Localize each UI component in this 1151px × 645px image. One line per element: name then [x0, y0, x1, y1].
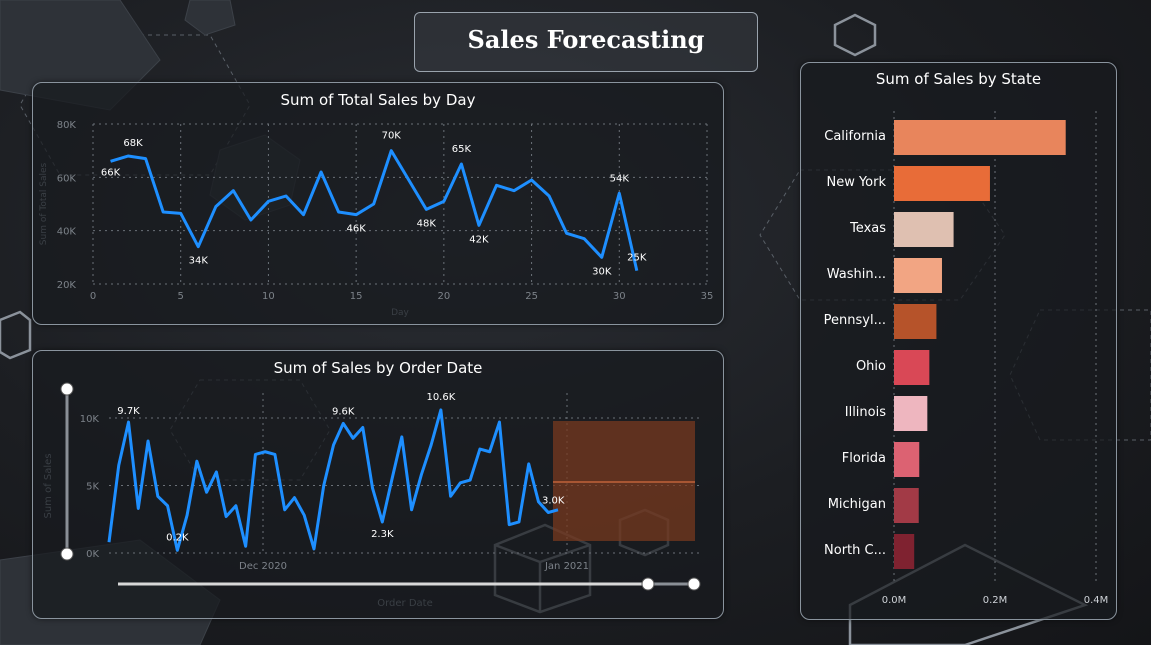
daily-data-label: 48K [417, 218, 437, 229]
order-data-label: 3.0K [542, 496, 565, 507]
daily-data-label: 42K [469, 234, 489, 245]
order-y-tick: 0K [86, 549, 99, 560]
state-sales-panel: Sum of Sales by State 0.0M 0.2M 0.4M Calif… [800, 62, 1117, 620]
state-category-label: Pennsyl... [823, 312, 886, 328]
daily-x-tick: 25 [525, 291, 538, 302]
daily-y-tick: 20K [57, 280, 77, 291]
order-y-tick: 5K [86, 482, 99, 493]
state-category-label: New York [826, 174, 886, 190]
order-data-label: 0.2K [166, 532, 189, 543]
state-category-label: Michigan [827, 496, 886, 512]
order-x-tick: Dec 2020 [239, 561, 287, 572]
state-x-tick: 0.4M [1084, 595, 1109, 606]
daily-data-label: 70K [382, 131, 402, 142]
daily-data-label: 34K [189, 256, 209, 267]
order-y-axis-label: Sum of Sales [43, 453, 54, 518]
daily-sales-title: Sum of Total Sales by Day [280, 91, 476, 109]
order-data-label: 2.3K [371, 529, 394, 540]
daily-y-axis-label: Sum of Total Sales [39, 162, 49, 245]
order-x-tick: Jan 2021 [544, 561, 589, 572]
state-bar[interactable] [894, 534, 915, 569]
state-category-label: Ohio [855, 358, 886, 374]
state-bar[interactable] [894, 258, 942, 293]
state-category-label: Illinois [844, 404, 886, 420]
daily-data-label: 46K [346, 224, 366, 235]
page-title: Sales Forecasting [467, 25, 705, 54]
daily-data-label: 65K [452, 144, 472, 155]
state-category-label: Texas [850, 220, 886, 236]
order-data-label: 9.7K [117, 406, 140, 417]
state-bar[interactable] [894, 120, 1066, 155]
order-sales-line[interactable] [107, 408, 559, 552]
state-bar[interactable] [894, 488, 919, 523]
state-bar[interactable] [894, 396, 928, 431]
daily-y-tick: 80K [57, 120, 77, 131]
daily-data-label: 54K [610, 173, 630, 184]
state-bar[interactable] [894, 166, 990, 201]
daily-x-tick: 35 [701, 291, 714, 302]
state-bar[interactable] [894, 350, 930, 385]
daily-x-tick: 20 [437, 291, 450, 302]
daily-x-tick: 0 [90, 291, 96, 302]
daily-data-label: 25K [627, 253, 647, 264]
daily-sales-line[interactable] [110, 149, 639, 271]
page-title-box: Sales Forecasting [414, 12, 758, 72]
state-category-label: North C... [824, 542, 886, 558]
state-x-tick: 0.0M [882, 595, 907, 606]
state-bar[interactable] [894, 442, 920, 477]
daily-x-tick: 5 [178, 291, 184, 302]
vertical-zoom-handle-bottom[interactable] [60, 547, 74, 561]
order-data-label: 9.6K [332, 406, 355, 417]
forecast-area [553, 421, 695, 541]
daily-sales-panel: Sum of Total Sales by Day 20K 40K 60K 80K 0… [32, 82, 724, 325]
daily-x-tick: 30 [613, 291, 626, 302]
order-date-chart[interactable]: 0K 5K 10K Dec 2020 Jan 2021 9.7K 0.2K 9.6K 10.… [33, 351, 723, 618]
horizontal-zoom-handle-right[interactable] [687, 577, 701, 591]
state-x-tick: 0.2M [983, 595, 1008, 606]
order-date-title: Sum of Sales by Order Date [273, 359, 483, 377]
daily-sales-chart[interactable]: 20K 40K 60K 80K 0 5 10 15 20 25 30 35 66K 68K 34K 70K… [33, 83, 723, 324]
state-category-label: California [824, 128, 886, 144]
daily-x-tick: 15 [350, 291, 363, 302]
daily-data-label: 66K [101, 167, 121, 178]
order-y-tick: 10K [80, 414, 100, 425]
daily-y-tick: 40K [57, 227, 77, 238]
order-date-panel: Sum of Sales by Order Date 0K 5K 10K Dec 2… [32, 350, 724, 619]
state-sales-title: Sum of Sales by State [875, 70, 1042, 88]
daily-x-axis-label: Day [391, 308, 409, 318]
state-sales-chart[interactable]: 0.0M 0.2M 0.4M [801, 63, 1116, 619]
daily-data-label: 30K [592, 266, 612, 277]
daily-y-tick: 60K [57, 173, 77, 184]
order-data-label: 10.6K [426, 392, 455, 403]
vertical-zoom-handle-top[interactable] [60, 382, 74, 396]
daily-x-tick: 10 [262, 291, 275, 302]
state-bar[interactable] [894, 304, 937, 339]
state-category-label: Washin... [826, 266, 886, 282]
daily-data-label: 68K [123, 138, 143, 149]
order-x-axis-label: Order Date [377, 598, 433, 609]
state-bar[interactable] [894, 212, 954, 247]
state-category-label: Florida [841, 450, 886, 466]
horizontal-zoom-handle-left[interactable] [641, 577, 655, 591]
